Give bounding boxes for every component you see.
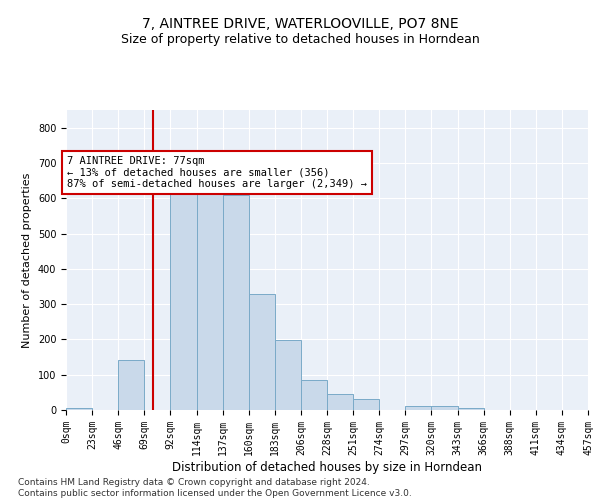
Bar <box>197 188 223 410</box>
Bar <box>353 400 379 410</box>
Bar <box>66 408 92 410</box>
Bar <box>249 294 275 410</box>
Bar <box>275 340 301 410</box>
Bar <box>118 360 145 410</box>
X-axis label: Distribution of detached houses by size in Horndean: Distribution of detached houses by size … <box>172 460 482 473</box>
Bar <box>431 406 458 410</box>
Text: 7 AINTREE DRIVE: 77sqm
← 13% of detached houses are smaller (356)
87% of semi-de: 7 AINTREE DRIVE: 77sqm ← 13% of detached… <box>67 156 367 189</box>
Text: Size of property relative to detached houses in Horndean: Size of property relative to detached ho… <box>121 32 479 46</box>
Text: 7, AINTREE DRIVE, WATERLOOVILLE, PO7 8NE: 7, AINTREE DRIVE, WATERLOOVILLE, PO7 8NE <box>142 18 458 32</box>
Bar <box>223 194 249 410</box>
Text: Contains HM Land Registry data © Crown copyright and database right 2024.
Contai: Contains HM Land Registry data © Crown c… <box>18 478 412 498</box>
Y-axis label: Number of detached properties: Number of detached properties <box>22 172 32 348</box>
Bar <box>458 408 484 410</box>
Bar <box>327 394 353 410</box>
Bar <box>301 380 327 410</box>
Bar <box>406 406 431 410</box>
Bar <box>170 186 197 410</box>
